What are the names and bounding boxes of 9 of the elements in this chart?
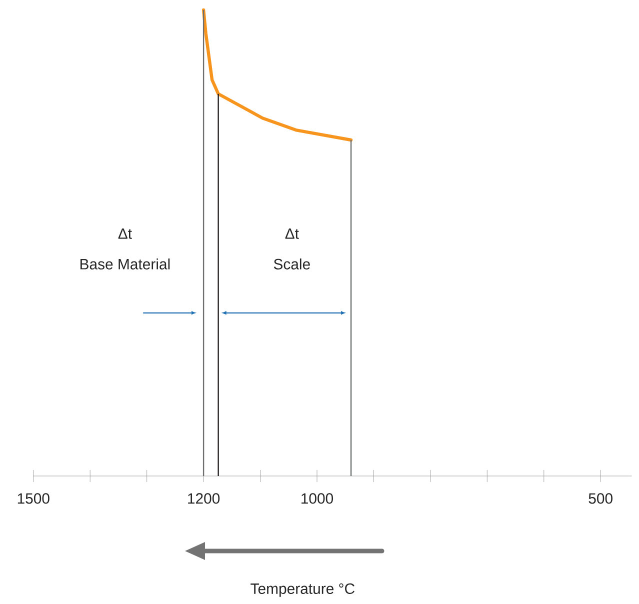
x-tick-label: 1200 — [188, 493, 220, 504]
annotation: Δt — [118, 228, 132, 239]
text: Temperature °C — [250, 583, 354, 597]
x-tick-label: 500 — [588, 493, 612, 504]
annotation: Scale — [274, 258, 310, 270]
annotation: Base Material — [80, 258, 170, 270]
x-tick-label: 1500 — [18, 493, 50, 504]
x-tick-label: 1000 — [302, 493, 334, 504]
annotation: Δt — [285, 228, 299, 239]
